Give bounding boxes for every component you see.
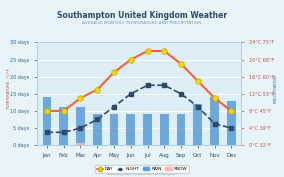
NIGHT [179,93,183,95]
Text: Southampton United Kingdom Weather: Southampton United Kingdom Weather [57,11,227,20]
Bar [126,114,135,145]
Text: PRECIPITATION: PRECIPITATION [273,74,277,103]
Bar [93,114,102,145]
NIGHT [79,127,82,129]
Bar [193,104,202,145]
NIGHT [62,131,65,133]
DAY [230,110,233,112]
DAY [95,88,99,91]
Bar [43,97,51,145]
Bar [210,97,219,145]
DAY [62,110,65,112]
DAY [129,59,132,61]
Bar [177,114,185,145]
NIGHT [146,84,149,86]
NIGHT [112,105,116,108]
DAY [213,97,216,99]
DAY [163,50,166,52]
NIGHT [129,93,132,95]
DAY [179,63,183,65]
Line: DAY: DAY [44,48,234,114]
Bar [76,143,85,145]
Text: TEMPERATURE, °C/°F: TEMPERATURE, °C/°F [7,68,11,109]
Bar [59,107,68,145]
NIGHT [196,105,200,108]
Text: AVERAGE MONTHLY TEMPERATURE AND PRECIPITATION: AVERAGE MONTHLY TEMPERATURE AND PRECIPIT… [82,21,202,25]
Bar [110,114,118,145]
NIGHT [95,118,99,121]
NIGHT [163,84,166,86]
NIGHT [45,131,49,133]
Bar [227,101,236,145]
NIGHT [230,127,233,129]
DAY [45,110,49,112]
DAY [79,97,82,99]
Bar [160,114,169,145]
Text: hikersbay.com/climate/uk/southampton: hikersbay.com/climate/uk/southampton [107,172,177,176]
Legend: DAY, NIGHT, RAIN, SNOW: DAY, NIGHT, RAIN, SNOW [95,165,189,173]
Bar [76,107,85,145]
DAY [112,71,116,73]
DAY [196,80,200,82]
Line: NIGHT: NIGHT [45,84,233,134]
DAY [146,50,149,52]
NIGHT [213,123,216,125]
Bar [143,114,152,145]
